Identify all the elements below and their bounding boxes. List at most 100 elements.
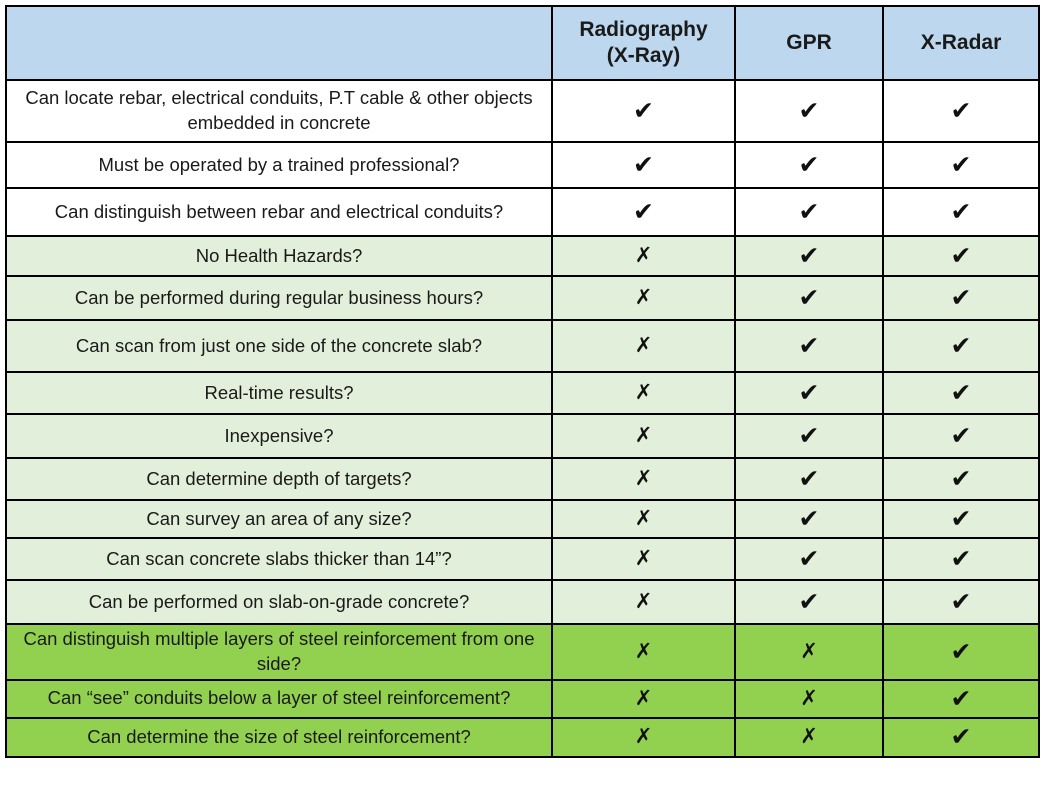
radiography-mark-cell: ✗: [551, 499, 736, 539]
x-radar-mark-cell: ✔: [882, 187, 1040, 237]
header-x-radar: X-Radar: [882, 5, 1040, 81]
check-icon: ✔: [798, 197, 820, 226]
x-radar-mark-cell: ✔: [882, 499, 1040, 539]
cross-icon: ✗: [634, 546, 653, 570]
table-row: Can “see” conduits below a layer of stee…: [5, 678, 1040, 719]
gpr-mark-cell: ✔: [734, 413, 884, 459]
x-radar-mark-cell: ✔: [882, 537, 1040, 581]
cross-icon: ✗: [634, 380, 653, 404]
check-icon: ✔: [950, 544, 972, 573]
check-icon: ✔: [798, 150, 820, 179]
x-radar-mark-cell: ✔: [882, 678, 1040, 719]
feature-question: Can determine depth of targets?: [5, 457, 553, 501]
cross-icon: ✗: [634, 333, 653, 357]
feature-question: Can scan from just one side of the concr…: [5, 319, 553, 373]
gpr-mark-cell: ✔: [734, 141, 884, 189]
radiography-mark-cell: ✗: [551, 319, 736, 373]
feature-question: No Health Hazards?: [5, 235, 553, 277]
check-icon: ✔: [950, 421, 972, 450]
check-icon: ✔: [950, 283, 972, 312]
feature-question: Can survey an area of any size?: [5, 499, 553, 539]
feature-question: Can distinguish between rebar and electr…: [5, 187, 553, 237]
x-radar-mark-cell: ✔: [882, 579, 1040, 625]
radiography-mark-cell: ✗: [551, 623, 736, 681]
gpr-mark-cell: ✔: [734, 319, 884, 373]
x-radar-mark-cell: ✔: [882, 79, 1040, 143]
feature-question: Must be operated by a trained profession…: [5, 141, 553, 189]
comparison-table-body: Can locate rebar, electrical conduits, P…: [5, 79, 1040, 758]
cross-icon: ✗: [634, 466, 653, 490]
feature-question: Real-time results?: [5, 371, 553, 415]
feature-question: Can distinguish multiple layers of steel…: [5, 623, 553, 681]
check-icon: ✔: [798, 331, 820, 360]
check-icon: ✔: [798, 241, 820, 270]
cross-icon: ✗: [634, 285, 653, 309]
radiography-mark-cell: ✗: [551, 371, 736, 415]
check-icon: ✔: [950, 587, 972, 616]
check-icon: ✔: [798, 504, 820, 533]
feature-question: Can scan concrete slabs thicker than 14”…: [5, 537, 553, 581]
table-row: Can distinguish between rebar and electr…: [5, 187, 1040, 237]
radiography-mark-cell: ✗: [551, 275, 736, 321]
table-row: Can locate rebar, electrical conduits, P…: [5, 79, 1040, 143]
gpr-mark-cell: ✗: [734, 678, 884, 719]
gpr-mark-cell: ✔: [734, 275, 884, 321]
cross-icon: ✗: [800, 638, 818, 663]
gpr-mark-cell: ✔: [734, 457, 884, 501]
check-icon: ✔: [950, 241, 972, 270]
gpr-mark-cell: ✔: [734, 235, 884, 277]
cross-icon: ✗: [634, 685, 653, 710]
table-row: Can survey an area of any size? ✗ ✔ ✔: [5, 499, 1040, 539]
check-icon: ✔: [798, 421, 820, 450]
radiography-mark-cell: ✗: [551, 413, 736, 459]
header-blank-cell: [5, 5, 553, 81]
check-icon: ✔: [950, 722, 972, 752]
check-icon: ✔: [798, 283, 820, 312]
gpr-mark-cell: ✔: [734, 79, 884, 143]
table-row: Can distinguish multiple layers of steel…: [5, 623, 1040, 681]
check-icon: ✔: [950, 96, 972, 125]
table-row: Can determine depth of targets? ✗ ✔ ✔: [5, 457, 1040, 501]
check-icon: ✔: [950, 683, 972, 713]
feature-question: Can determine the size of steel reinforc…: [5, 716, 553, 758]
x-radar-mark-cell: ✔: [882, 457, 1040, 501]
x-radar-mark-cell: ✔: [882, 275, 1040, 321]
comparison-table: Radiography (X-Ray) GPR X-Radar Can loca…: [5, 5, 1040, 758]
gpr-mark-cell: ✔: [734, 499, 884, 539]
table-row: Can determine the size of steel reinforc…: [5, 716, 1040, 758]
check-icon: ✔: [633, 197, 654, 226]
cross-icon: ✗: [634, 589, 653, 613]
radiography-mark-cell: ✔: [551, 187, 736, 237]
feature-question: Inexpensive?: [5, 413, 553, 459]
check-icon: ✔: [798, 587, 820, 616]
table-row: Can be performed on slab-on-grade concre…: [5, 579, 1040, 625]
cross-icon: ✗: [634, 423, 653, 447]
feature-question: Can be performed on slab-on-grade concre…: [5, 579, 553, 625]
table-row: Can scan from just one side of the concr…: [5, 319, 1040, 373]
x-radar-mark-cell: ✔: [882, 413, 1040, 459]
header-gpr: GPR: [734, 5, 884, 81]
cross-icon: ✗: [634, 506, 653, 530]
x-radar-mark-cell: ✔: [882, 235, 1040, 277]
header-radiography: Radiography (X-Ray): [551, 5, 736, 81]
cross-icon: ✗: [634, 724, 653, 749]
table-row: Must be operated by a trained profession…: [5, 141, 1040, 189]
radiography-mark-cell: ✔: [551, 141, 736, 189]
header-row: Radiography (X-Ray) GPR X-Radar: [5, 5, 1040, 81]
x-radar-mark-cell: ✔: [882, 141, 1040, 189]
check-icon: ✔: [633, 150, 654, 179]
check-icon: ✔: [950, 636, 972, 666]
x-radar-mark-cell: ✔: [882, 716, 1040, 758]
check-icon: ✔: [950, 378, 972, 407]
feature-question: Can “see” conduits below a layer of stee…: [5, 678, 553, 719]
table-row: No Health Hazards? ✗ ✔ ✔: [5, 235, 1040, 277]
radiography-mark-cell: ✗: [551, 537, 736, 581]
gpr-mark-cell: ✔: [734, 537, 884, 581]
x-radar-mark-cell: ✔: [882, 319, 1040, 373]
check-icon: ✔: [950, 504, 972, 533]
check-icon: ✔: [798, 464, 820, 493]
table-row: Can be performed during regular business…: [5, 275, 1040, 321]
x-radar-mark-cell: ✔: [882, 371, 1040, 415]
check-icon: ✔: [950, 331, 972, 360]
